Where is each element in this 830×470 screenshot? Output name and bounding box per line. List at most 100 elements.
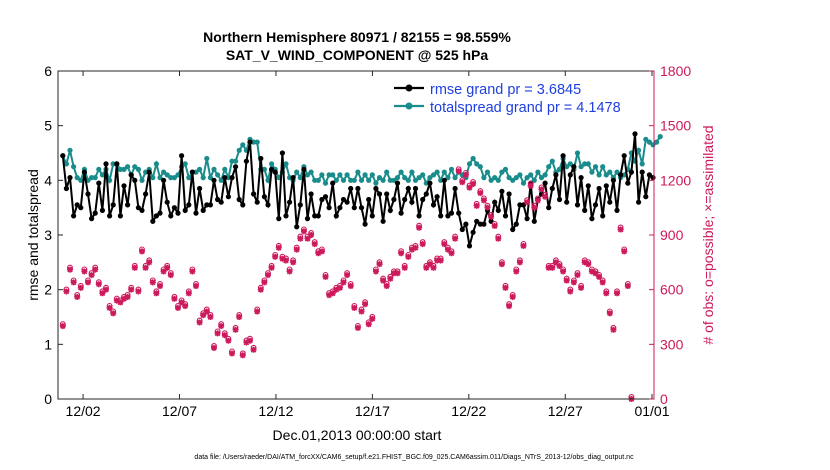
obs-assimilated-marker: [412, 244, 419, 251]
rmse-point: [452, 185, 458, 192]
spread-point: [240, 142, 246, 148]
rmse-point: [96, 180, 102, 186]
y-tick-label: 5: [44, 118, 52, 134]
obs-assimilated-marker: [117, 299, 124, 306]
y2-axis-label: # of obs: o=possible; ×=assimilated: [700, 125, 716, 344]
y2-tick-label: 1800: [660, 63, 691, 79]
rmse-point: [517, 202, 523, 208]
spread-point: [409, 169, 415, 175]
spread-point: [337, 172, 343, 178]
rmse-point: [89, 216, 95, 222]
obs-assimilated-marker: [128, 286, 135, 293]
obs-assimilated-marker: [491, 222, 498, 229]
rmse-point: [330, 180, 336, 186]
rmse-point: [506, 191, 512, 197]
obs-assimilated-marker: [318, 248, 325, 255]
rmse-point: [71, 213, 77, 219]
obs-assimilated-marker: [398, 250, 405, 257]
rmse-point: [225, 194, 231, 200]
y2-tick-label: 600: [660, 282, 684, 298]
rmse-point: [229, 175, 235, 181]
rmse-point: [290, 175, 296, 181]
spread-point: [499, 169, 505, 175]
x-tick-label: 12/17: [355, 403, 390, 419]
obs-assimilated-marker: [275, 244, 282, 251]
spread-point: [391, 177, 397, 183]
rmse-point: [373, 185, 379, 192]
rmse-point: [412, 185, 419, 192]
obs-assimilated-marker: [315, 250, 322, 257]
rmse-point: [441, 177, 447, 183]
rmse-point: [128, 172, 134, 178]
spread-point: [420, 172, 426, 178]
spread-point: [193, 169, 199, 175]
spread-point: [402, 175, 408, 181]
spread-point: [517, 172, 523, 178]
obs-assimilated-marker: [538, 186, 545, 193]
rmse-point: [157, 210, 163, 216]
rmse-point: [574, 202, 581, 208]
legend-marker-spread: [405, 102, 413, 110]
obs-assimilated-marker: [221, 332, 228, 339]
obs-assimilated-marker: [351, 304, 358, 311]
y2-tick-label: 900: [660, 227, 684, 243]
y2-tick-label: 300: [660, 336, 684, 352]
obs-assimilated-marker: [282, 257, 289, 264]
obs-assimilated-marker: [542, 193, 549, 200]
obs-assimilated-marker: [480, 197, 487, 204]
spread-point: [600, 164, 606, 170]
obs-assimilated-marker: [67, 266, 74, 273]
obs-assimilated-marker: [344, 272, 351, 279]
obs-assimilated-marker: [239, 352, 246, 359]
rmse-point: [85, 191, 91, 197]
y2-tick-label: 1500: [660, 118, 691, 134]
spread-point: [358, 177, 365, 183]
obs-assimilated-marker: [113, 297, 120, 304]
obs-assimilated-marker: [495, 235, 502, 242]
spread-point: [513, 175, 519, 181]
spread-point: [657, 134, 663, 140]
rmse-point: [553, 172, 559, 178]
obs-assimilated-marker: [182, 303, 189, 310]
spread-point: [182, 161, 188, 167]
rmse-point: [578, 175, 584, 181]
rmse-point: [240, 202, 246, 208]
rmse-point: [135, 205, 141, 211]
rmse-point: [398, 210, 404, 216]
rmse-point: [269, 166, 275, 172]
rmse-point: [639, 169, 645, 175]
spread-point: [161, 169, 167, 175]
obs-assimilated-marker: [408, 246, 415, 253]
rmse-point: [358, 205, 365, 211]
spread-point: [643, 136, 649, 142]
legend-label-rmse: rmse grand pr = 3.6845: [430, 82, 581, 98]
spread-point: [470, 155, 476, 162]
obs-assimilated-marker: [214, 330, 221, 337]
rmse-point: [132, 177, 138, 183]
spread-point: [369, 172, 375, 178]
obs-assimilated-marker: [347, 283, 354, 290]
spread-point: [143, 169, 149, 175]
obs-assimilated-marker: [311, 241, 318, 248]
spread-point: [495, 177, 501, 183]
rmse-point: [625, 180, 631, 186]
spread-point: [254, 139, 260, 145]
obs-assimilated-marker: [506, 303, 513, 310]
rmse-point: [607, 199, 613, 205]
obs-assimilated-marker: [236, 314, 243, 320]
obs-assimilated-marker: [549, 264, 556, 271]
rmse-point: [333, 213, 339, 219]
rmse-point: [531, 218, 537, 224]
obs-assimilated-marker: [376, 261, 383, 268]
spread-point: [614, 169, 620, 175]
rmse-point: [448, 210, 455, 216]
rmse-point: [243, 158, 249, 164]
obs-assimilated-marker: [322, 273, 329, 280]
obs-assimilated-marker: [592, 270, 599, 277]
rmse-point: [456, 210, 462, 216]
obs-assimilated-marker: [156, 283, 163, 290]
rmse-point: [592, 202, 599, 208]
spread-point: [67, 147, 73, 153]
rmse-point: [513, 221, 519, 227]
